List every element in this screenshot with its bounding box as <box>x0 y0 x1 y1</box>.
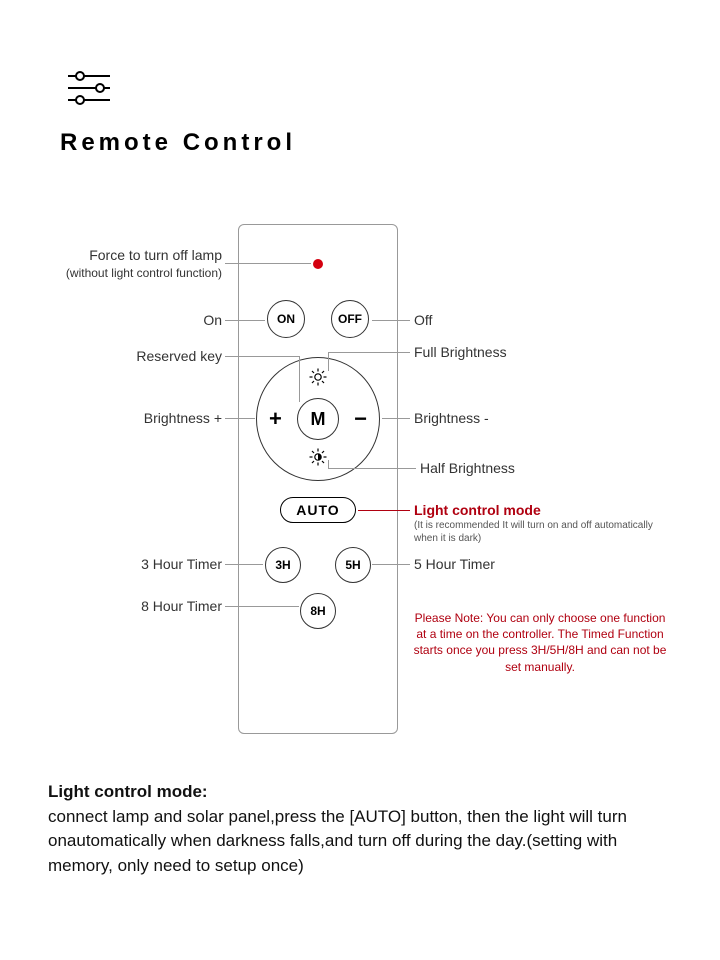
leader-line <box>328 352 329 370</box>
sun-half-icon <box>309 448 327 466</box>
leader-line <box>328 460 329 468</box>
page-title: Remote Control <box>60 129 296 157</box>
leader-line <box>372 320 410 321</box>
label-force-off: Force to turn off lamp (without light co… <box>22 247 222 281</box>
label-reserved: Reserved key <box>136 348 222 365</box>
leader-line <box>225 263 311 264</box>
full-brightness-button[interactable] <box>309 366 327 392</box>
leader-line <box>382 418 410 419</box>
leader-line <box>328 352 410 353</box>
footer-heading: Light control mode: <box>48 782 208 801</box>
please-note-text: Please Note: You can only choose one fun… <box>410 610 670 675</box>
off-button[interactable]: OFF <box>331 300 369 338</box>
leader-line <box>225 356 299 357</box>
on-button[interactable]: ON <box>267 300 305 338</box>
label-light-control-sub: (It is recommended It will turn on and o… <box>414 520 654 545</box>
timer-8h-button[interactable]: 8H <box>300 593 336 629</box>
sun-full-icon <box>309 368 327 386</box>
leader-line <box>328 468 416 469</box>
footer-body: connect lamp and solar panel,press the [… <box>48 807 627 875</box>
leader-line <box>225 418 255 419</box>
label-brightness-minus: Brightness - <box>414 410 489 427</box>
timer-5h-button[interactable]: 5H <box>335 547 371 583</box>
timer-3h-button[interactable]: 3H <box>265 547 301 583</box>
indicator-led <box>313 259 323 269</box>
footer-text: Light control mode: connect lamp and sol… <box>48 780 672 879</box>
leader-line <box>299 356 300 402</box>
label-8h: 8 Hour Timer <box>141 598 222 615</box>
label-force-off-line2: (without light control function) <box>66 266 222 280</box>
auto-button[interactable]: AUTO <box>280 497 356 523</box>
half-brightness-button[interactable] <box>309 446 327 472</box>
label-off: Off <box>414 312 432 329</box>
label-force-off-line1: Force to turn off lamp <box>89 247 222 263</box>
sliders-icon <box>66 70 296 111</box>
brightness-up-button[interactable]: + <box>269 406 282 432</box>
remote-body: ON OFF M + − <box>238 224 398 734</box>
label-full-brightness: Full Brightness <box>414 344 507 361</box>
brightness-down-button[interactable]: − <box>354 406 367 432</box>
label-light-control-mode: Light control mode <box>414 502 541 519</box>
leader-line <box>225 320 265 321</box>
leader-line <box>225 606 299 607</box>
mode-button[interactable]: M <box>297 398 339 440</box>
dpad-ring: M + − <box>256 357 380 481</box>
label-5h: 5 Hour Timer <box>414 556 495 573</box>
label-on: On <box>203 312 222 329</box>
leader-line <box>372 564 410 565</box>
leader-line <box>358 510 410 511</box>
label-3h: 3 Hour Timer <box>141 556 222 573</box>
label-half-brightness: Half Brightness <box>420 460 515 477</box>
leader-line <box>225 564 263 565</box>
label-brightness-plus: Brightness + <box>144 410 222 427</box>
leader-line <box>328 370 329 371</box>
